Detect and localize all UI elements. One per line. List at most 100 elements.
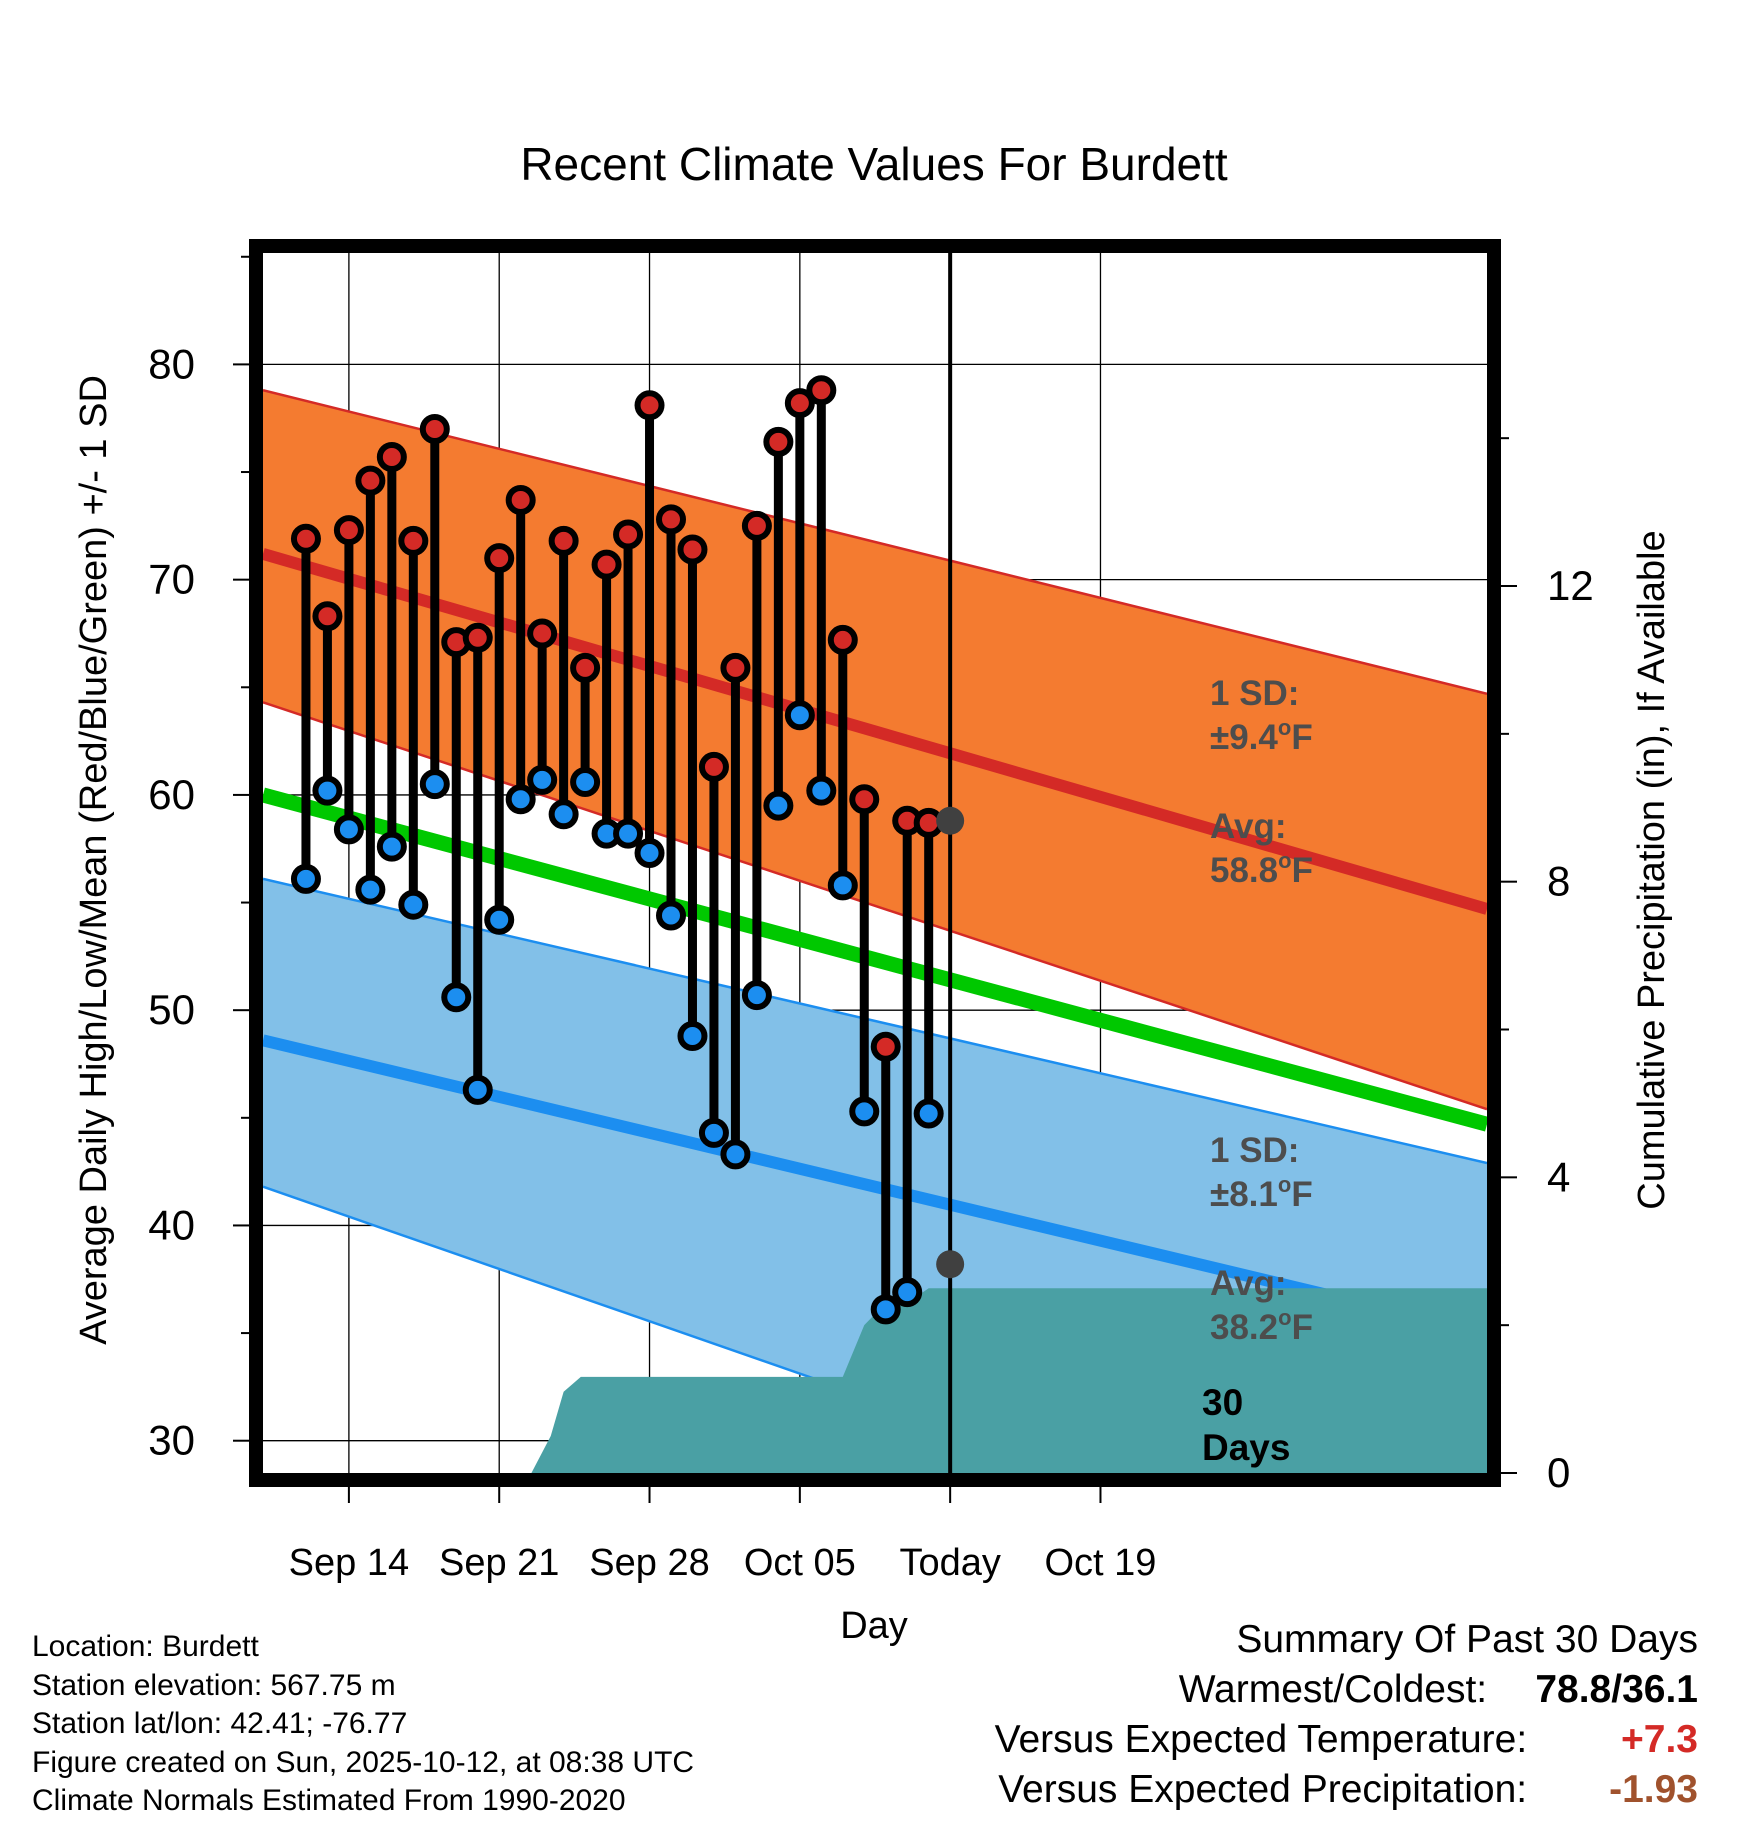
high-temp-point [548,525,579,556]
low-annotations: 1 SD: ±8.1oF Avg: 38.2oF [1210,1131,1313,1347]
high-temp-point [398,525,429,556]
x-axis-label: Day [840,1605,908,1647]
high-band-upper-edge [263,389,1487,695]
high-avg-label: Avg: [1210,807,1286,846]
high-temp-point [312,601,343,632]
low-sd-label: 1 SD: [1210,1131,1299,1170]
warmest-coldest-value: 78.8/36.1 [1535,1668,1698,1711]
high-temp-point [527,618,558,649]
high-temp-point [591,549,622,580]
summary-temp: Versus Expected Temperature: +7.3 [995,1715,1698,1765]
low-temp-point [634,838,665,869]
low-temp-point [870,1294,901,1325]
axes: 30 40 50 60 70 80 0 4 8 12 Sep 14 Sep 21 Sep 28 Oct 0… [148,255,1594,1584]
high-sd-band [263,390,1487,1110]
low-temp-point [484,904,515,935]
low-temp-point [548,799,579,830]
plot-area [263,389,1487,1473]
precip-label: Versus Expected Precipitation: [998,1768,1528,1811]
y-tick-label: 50 [148,986,195,1033]
low-temp-point [677,1021,708,1052]
x-tick-label: Oct 19 [1044,1542,1156,1584]
y-tick-label: 40 [148,1201,195,1248]
station-elevation: Station elevation: 567.75 m [32,1668,396,1702]
low-band-upper-edge [263,877,1487,1165]
today-high-avg-marker [936,806,965,835]
low-temp-point [312,775,343,806]
high-temp-point [505,485,536,516]
low-temp-point [505,784,536,815]
y2-tick-label: 0 [1547,1449,1570,1496]
x-tick-label: Today [899,1542,1000,1584]
low-temp-point [527,764,558,795]
plot-frame [249,239,1501,1487]
high-temp-point [333,515,364,546]
low-temp-point [720,1139,751,1170]
window-unit: Days [1202,1427,1290,1468]
low-temp-point [441,982,472,1013]
low-temp-point [462,1074,493,1105]
summary-panel: Summary Of Past 30 Days Warmest/Coldest:… [995,1615,1698,1815]
low-temp-point [784,700,815,731]
low-temp-point [290,863,321,894]
high-temp-point [870,1031,901,1062]
x-tick-label: Sep 21 [439,1542,559,1584]
temp-label: Versus Expected Temperature: [994,1718,1528,1761]
y-tick-label: 70 [148,556,195,603]
high-mean-line [263,548,1487,915]
low-avg-label: Avg: [1210,1264,1286,1303]
figure-created: Figure created on Sun, 2025-10-12, at 08… [32,1745,695,1779]
low-temp-point [913,1098,944,1129]
low-temp-point [419,769,450,800]
high-temp-point [741,510,772,541]
low-temp-point [656,900,686,931]
high-annotations: 1 SD: ±9.4oF Avg: 58.8oF [1210,674,1313,890]
high-temp-point [376,441,407,472]
low-sd-value: ±8.1oF [1210,1172,1313,1214]
y2-axis-label: Cumulative Precipitation (in), If Availa… [1631,530,1673,1209]
y-tick-label: 30 [148,1417,195,1464]
daily-range-bars [290,375,944,1325]
high-temp-point [784,388,815,419]
temp-value: +7.3 [1621,1718,1698,1761]
high-temp-point [570,652,601,683]
warmest-coldest-label: Warmest/Coldest: [1178,1668,1488,1711]
high-temp-point [290,523,321,554]
x-tick-label: Oct 05 [744,1542,856,1584]
high-temp-point [677,534,708,565]
y-tick-label: 60 [148,771,195,818]
summary-title: Summary Of Past 30 Days [1236,1618,1698,1661]
y2-tick-label: 12 [1547,562,1594,609]
high-temp-point [656,504,686,535]
high-temp-point [484,543,515,574]
window-annotation: 30 Days [1202,1382,1290,1468]
high-temp-point [763,426,794,457]
window-count: 30 [1202,1382,1243,1423]
x-tick-label: Sep 28 [589,1542,709,1584]
mean-line [263,787,1487,1132]
y-axis-label: Average Daily High/Low/Mean (Red/Blue/Gr… [73,375,115,1345]
low-temp-point [333,814,364,845]
low-temp-point [827,870,858,901]
high-temp-point [462,622,493,653]
low-temp-point [763,790,794,821]
high-temp-point [720,652,751,683]
low-temp-point [376,831,407,862]
summary-precip: Versus Expected Precipitation: -1.93 [995,1765,1698,1815]
y-tick-label: 80 [148,340,195,387]
y2-tick-label: 4 [1547,1153,1570,1200]
summary-warmest-coldest: Warmest/Coldest: 78.8/36.1 [995,1665,1698,1715]
high-temp-point [806,375,837,406]
high-band-lower-edge [263,701,1487,1111]
today-low-avg-marker [936,1250,965,1279]
precipitation-area [467,1288,1487,1473]
high-temp-point [419,413,450,444]
high-temp-point [355,465,386,496]
high-temp-point [613,519,644,550]
high-temp-point [849,784,880,815]
low-temp-point [355,874,386,905]
high-avg-value: 58.8oF [1210,848,1313,890]
location-info: Location: Burdett Station elevation: 567… [32,1628,694,1821]
x-tick-label: Sep 14 [289,1542,409,1584]
